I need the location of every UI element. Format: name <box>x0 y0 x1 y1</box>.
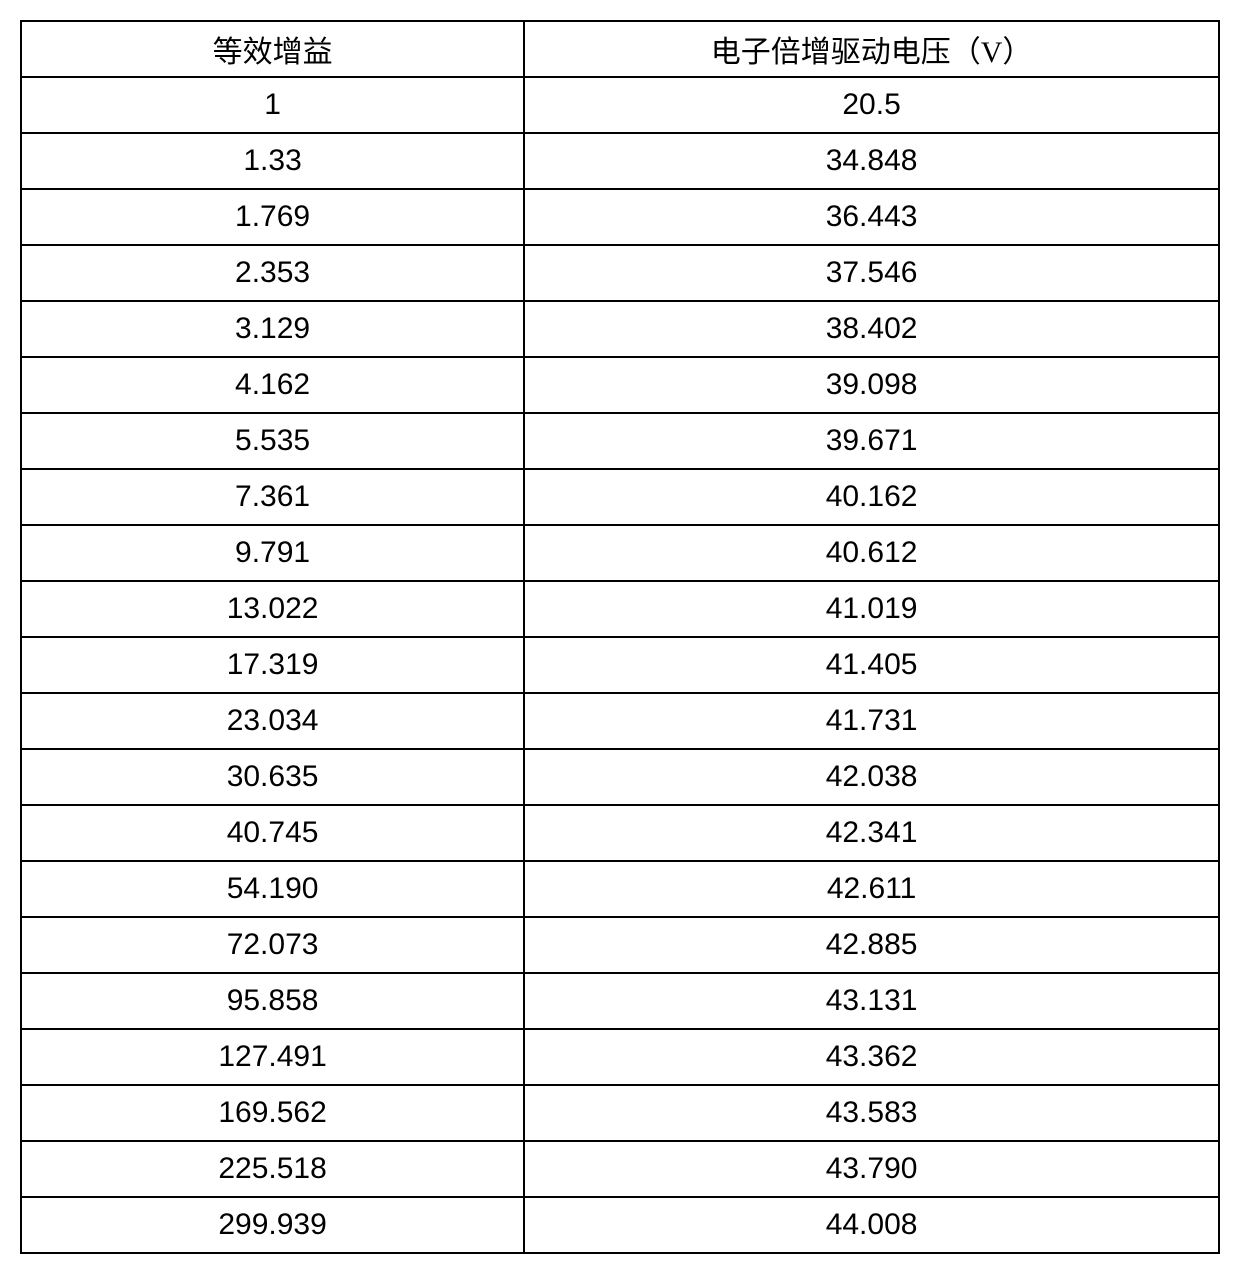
cell-voltage: 39.098 <box>524 357 1219 413</box>
cell-gain: 169.562 <box>21 1085 524 1141</box>
table-row: 1.769 36.443 <box>21 189 1219 245</box>
cell-voltage: 42.885 <box>524 917 1219 973</box>
cell-voltage: 41.019 <box>524 581 1219 637</box>
table-row: 54.190 42.611 <box>21 861 1219 917</box>
cell-voltage: 40.162 <box>524 469 1219 525</box>
cell-gain: 127.491 <box>21 1029 524 1085</box>
table-row: 3.129 38.402 <box>21 301 1219 357</box>
cell-gain: 4.162 <box>21 357 524 413</box>
table-row: 17.319 41.405 <box>21 637 1219 693</box>
table-row: 127.491 43.362 <box>21 1029 1219 1085</box>
data-table: 等效增益 电子倍增驱动电压（V） 1 20.5 1.33 34.848 1.76… <box>20 20 1220 1254</box>
table-row: 4.162 39.098 <box>21 357 1219 413</box>
table-row: 72.073 42.885 <box>21 917 1219 973</box>
cell-voltage: 36.443 <box>524 189 1219 245</box>
cell-gain: 9.791 <box>21 525 524 581</box>
table-body: 1 20.5 1.33 34.848 1.769 36.443 2.353 37… <box>21 77 1219 1253</box>
cell-gain: 30.635 <box>21 749 524 805</box>
table-row: 1 20.5 <box>21 77 1219 133</box>
cell-gain: 1.33 <box>21 133 524 189</box>
cell-gain: 23.034 <box>21 693 524 749</box>
cell-gain: 13.022 <box>21 581 524 637</box>
table-row: 2.353 37.546 <box>21 245 1219 301</box>
table-row: 7.361 40.162 <box>21 469 1219 525</box>
cell-voltage: 43.131 <box>524 973 1219 1029</box>
cell-voltage: 43.362 <box>524 1029 1219 1085</box>
cell-gain: 3.129 <box>21 301 524 357</box>
table-row: 225.518 43.790 <box>21 1141 1219 1197</box>
cell-gain: 54.190 <box>21 861 524 917</box>
cell-gain: 72.073 <box>21 917 524 973</box>
cell-gain: 225.518 <box>21 1141 524 1197</box>
table-row: 95.858 43.131 <box>21 973 1219 1029</box>
cell-voltage: 39.671 <box>524 413 1219 469</box>
column-header-gain: 等效增益 <box>21 21 524 77</box>
table-row: 13.022 41.019 <box>21 581 1219 637</box>
cell-voltage: 42.611 <box>524 861 1219 917</box>
cell-voltage: 40.612 <box>524 525 1219 581</box>
cell-voltage: 41.731 <box>524 693 1219 749</box>
table-header-row: 等效增益 电子倍增驱动电压（V） <box>21 21 1219 77</box>
cell-gain: 7.361 <box>21 469 524 525</box>
cell-gain: 95.858 <box>21 973 524 1029</box>
cell-gain: 299.939 <box>21 1197 524 1253</box>
cell-voltage: 41.405 <box>524 637 1219 693</box>
table-row: 23.034 41.731 <box>21 693 1219 749</box>
table-row: 5.535 39.671 <box>21 413 1219 469</box>
cell-voltage: 37.546 <box>524 245 1219 301</box>
cell-voltage: 42.038 <box>524 749 1219 805</box>
cell-voltage: 43.583 <box>524 1085 1219 1141</box>
cell-gain: 2.353 <box>21 245 524 301</box>
table-row: 30.635 42.038 <box>21 749 1219 805</box>
table-row: 1.33 34.848 <box>21 133 1219 189</box>
cell-voltage: 20.5 <box>524 77 1219 133</box>
cell-voltage: 42.341 <box>524 805 1219 861</box>
cell-voltage: 38.402 <box>524 301 1219 357</box>
cell-gain: 40.745 <box>21 805 524 861</box>
table-row: 169.562 43.583 <box>21 1085 1219 1141</box>
cell-voltage: 34.848 <box>524 133 1219 189</box>
table-row: 9.791 40.612 <box>21 525 1219 581</box>
cell-gain: 1 <box>21 77 524 133</box>
cell-gain: 17.319 <box>21 637 524 693</box>
cell-gain: 5.535 <box>21 413 524 469</box>
cell-gain: 1.769 <box>21 189 524 245</box>
table-row: 299.939 44.008 <box>21 1197 1219 1253</box>
column-header-voltage: 电子倍增驱动电压（V） <box>524 21 1219 77</box>
cell-voltage: 43.790 <box>524 1141 1219 1197</box>
table-row: 40.745 42.341 <box>21 805 1219 861</box>
cell-voltage: 44.008 <box>524 1197 1219 1253</box>
